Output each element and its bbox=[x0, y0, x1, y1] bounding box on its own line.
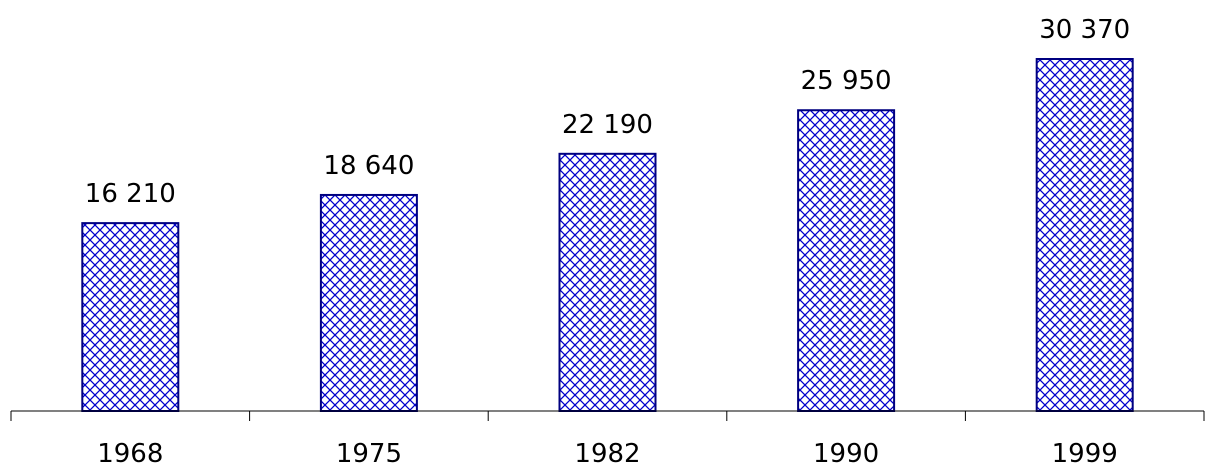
tick-label-1999: 1999 bbox=[1052, 439, 1118, 469]
tick-label-1968: 1968 bbox=[97, 439, 163, 469]
value-label-1975: 18 640 bbox=[323, 151, 414, 181]
tick-label-1975: 1975 bbox=[336, 439, 402, 469]
x-axis bbox=[10, 410, 1205, 421]
bar-1999 bbox=[1035, 58, 1134, 412]
bar-1975 bbox=[319, 193, 418, 412]
tick-label-1982: 1982 bbox=[574, 439, 640, 469]
tick-label-1990: 1990 bbox=[813, 439, 879, 469]
value-label-1982: 22 190 bbox=[562, 110, 653, 140]
bars-group bbox=[81, 58, 1134, 413]
value-label-1968: 16 210 bbox=[85, 179, 176, 209]
value-label-1999: 30 370 bbox=[1039, 15, 1130, 45]
bar-1990 bbox=[797, 109, 896, 413]
bar-1982 bbox=[558, 152, 657, 412]
value-labels-group: 16 210 18 640 22 190 25 950 30 370 bbox=[85, 15, 1130, 209]
value-label-1990: 25 950 bbox=[801, 66, 892, 96]
bar-1968 bbox=[81, 222, 180, 412]
x-tick-labels-group: 1968 1975 1982 1990 1999 bbox=[97, 439, 1118, 469]
